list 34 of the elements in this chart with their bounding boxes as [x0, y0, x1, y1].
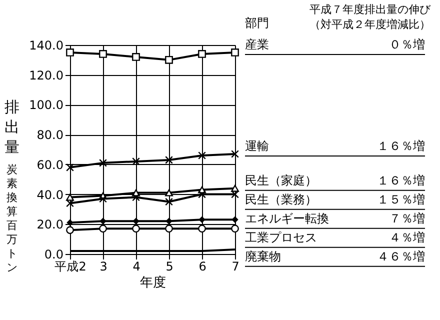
series-label: 民生（業務） [245, 192, 317, 206]
y-tick-label: 100.0 [29, 98, 64, 112]
text: ４％増 [389, 230, 425, 244]
text: ０％増 [389, 37, 425, 52]
legend-title: 部門 [245, 16, 269, 30]
text: ４６％増 [377, 249, 425, 264]
x-tick-label: 3 [100, 260, 108, 274]
series-label: 工業プロセス [245, 230, 317, 244]
y-tick-label: 0.0 [44, 248, 64, 262]
series-label: エネルギー転換 [245, 211, 329, 226]
x-tick-label: 6 [198, 260, 206, 274]
text: １６％増 [377, 138, 425, 153]
series-label: 産業 [245, 37, 269, 52]
x-tick-label: 4 [132, 260, 140, 274]
text: 平成７年度排出量の伸び [310, 3, 432, 16]
y-tick-label: 20.0 [36, 218, 64, 232]
y-tick-label: 140.0 [29, 38, 64, 52]
y-tick-label: 60.0 [36, 158, 64, 172]
x-tick-label: 5 [166, 260, 174, 274]
x-axis-title: 年度 [140, 274, 166, 290]
text: １５％増 [377, 192, 425, 206]
x-tick-label: 7 [232, 260, 240, 274]
y-tick-label: 120.0 [29, 68, 64, 82]
x-tick-label: 平成2 [54, 260, 86, 274]
series-label: 民生（家庭） [245, 173, 317, 188]
text: ７％増 [389, 211, 425, 226]
series-label: 運輸 [245, 138, 269, 153]
y-axis-title: 排出量 [4, 98, 20, 156]
text: １６％増 [377, 173, 425, 188]
text: 炭素換算百万トン [6, 163, 18, 274]
y-tick-label: 40.0 [36, 188, 64, 202]
series-label: 廃棄物 [245, 249, 281, 264]
text: （対平成２年度増減比） [310, 18, 430, 31]
y-tick-label: 80.0 [36, 128, 64, 142]
